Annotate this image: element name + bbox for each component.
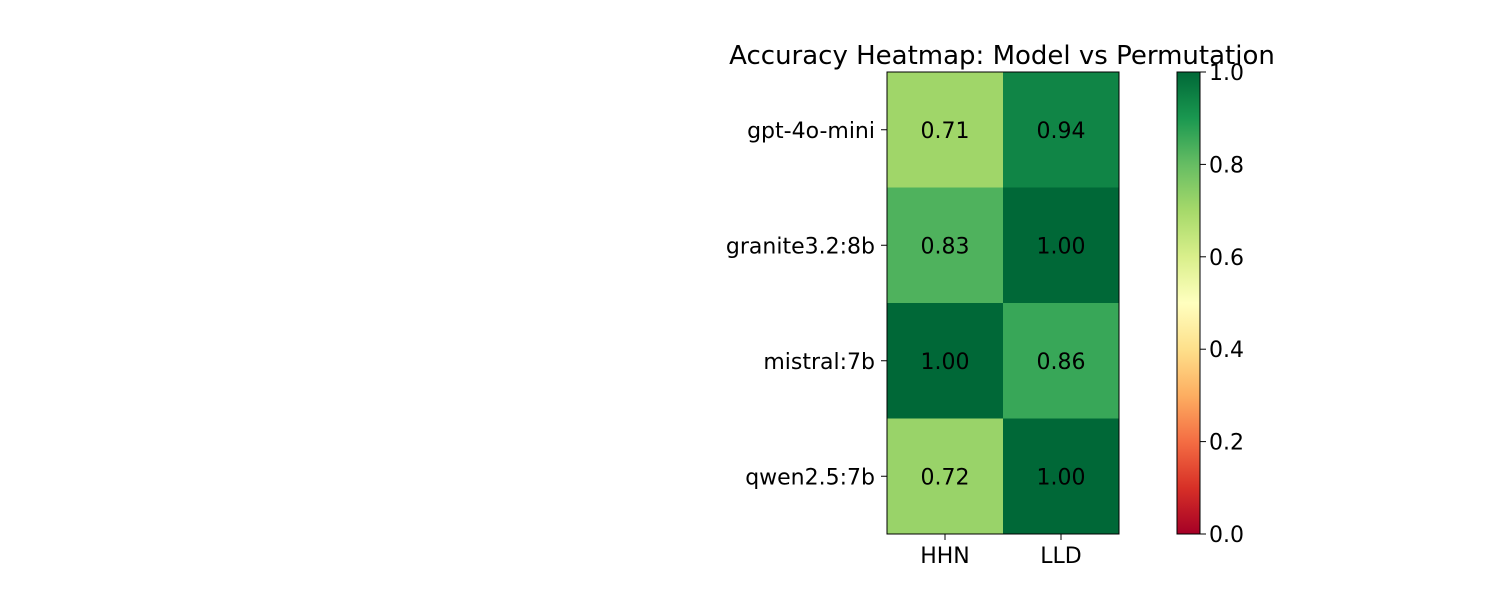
- plot-frame: [886, 71, 1120, 535]
- cell-value-label: 0.86: [1037, 350, 1086, 375]
- colorbar-tick-label: 0.0: [1209, 523, 1244, 548]
- heatmap-cell-gpt-4o-mini-hhn: [887, 72, 1004, 188]
- cell-value-label: 1.00: [1037, 465, 1086, 490]
- y-tick-label-granite3-2-8b: granite3.2:8b: [726, 234, 875, 259]
- colorbar-tick-label: 0.4: [1209, 338, 1244, 363]
- heatmap-cell-mistral-7b-lld: [1003, 303, 1120, 419]
- heatmap-cell-qwen2-5-7b-hhn: [887, 418, 1004, 535]
- x-tick-label-lld: LLD: [1040, 544, 1081, 569]
- heatmap-cell-qwen2-5-7b-lld: [1003, 418, 1120, 535]
- colorbar-tick-label: 0.6: [1209, 246, 1244, 271]
- cell-value-label: 0.94: [1037, 119, 1086, 144]
- cell-value-label: 0.71: [921, 119, 970, 144]
- y-axis: gpt-4o-mini granite3.2:8b mistral:7b qwen2.…: [726, 119, 887, 490]
- y-tick-label-gpt-4o-mini: gpt-4o-mini: [747, 119, 875, 144]
- cell-value-label: 1.00: [921, 350, 970, 375]
- colorbar-tick-label: 1.0: [1209, 61, 1244, 86]
- x-tick-label-hhn: HHN: [920, 544, 970, 569]
- cell-value-label: 0.83: [921, 234, 970, 259]
- heatmap-cell-granite3-2-8b-hhn: [887, 187, 1004, 304]
- colorbar-gradient: [1176, 71, 1201, 535]
- cell-value-labels: 0.71 0.94 0.83 1.00 1.00 0.86 0.72 1.00: [921, 119, 1086, 491]
- heatmap-cell-granite3-2-8b-lld: [1003, 187, 1120, 304]
- colorbar-tick-label: 0.8: [1209, 153, 1244, 178]
- x-axis: HHN LLD: [920, 534, 1082, 569]
- y-tick-label-mistral-7b: mistral:7b: [763, 350, 875, 375]
- heatmap-cell-mistral-7b-hhn: [887, 303, 1004, 419]
- y-tick-label-qwen2-5-7b: qwen2.5:7b: [745, 465, 875, 490]
- cell-value-label: 1.00: [1037, 234, 1086, 259]
- cell-value-label: 0.72: [921, 465, 970, 490]
- heatmap-cell-gpt-4o-mini-lld: [1003, 72, 1120, 188]
- heatmap-cells: [887, 72, 1120, 535]
- chart-title: Accuracy Heatmap: Model vs Permutation: [729, 41, 1275, 71]
- colorbar-tick-label: 0.2: [1209, 431, 1244, 456]
- colorbar: 0.0 0.2 0.4 0.6 0.8 1.0: [1176, 61, 1244, 548]
